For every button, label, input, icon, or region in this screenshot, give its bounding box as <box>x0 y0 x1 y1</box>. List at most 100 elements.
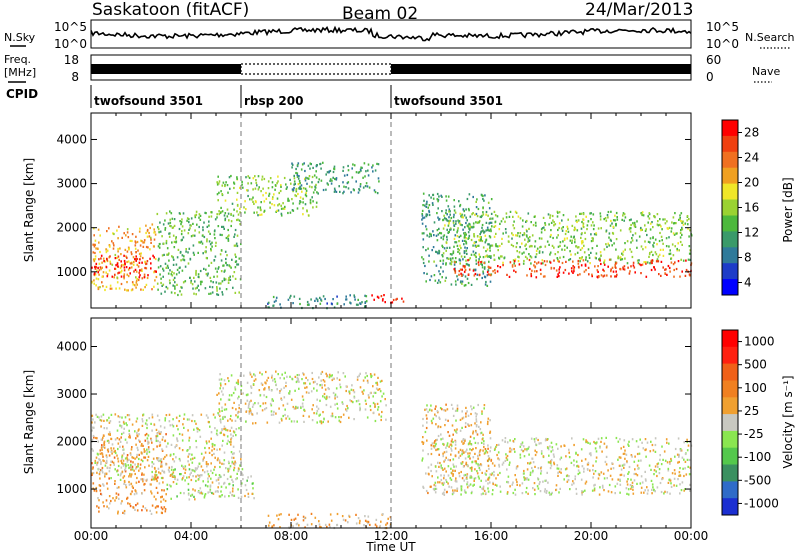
echo-cell <box>165 414 168 417</box>
echo-cell <box>619 229 622 232</box>
echo-cell <box>516 234 519 237</box>
echo-cell <box>189 224 191 227</box>
echo-cell <box>319 399 321 402</box>
echo-cell <box>644 229 647 232</box>
echo-cell <box>286 186 288 189</box>
echo-cell <box>508 215 511 218</box>
echo-cell <box>635 239 638 242</box>
echo-cell <box>377 177 380 180</box>
echo-cell <box>102 413 105 416</box>
echo-cell <box>114 482 116 485</box>
echo-cell <box>610 219 612 222</box>
echo-cell <box>116 470 118 473</box>
freq-bar-left <box>91 64 241 74</box>
power-ylabel: Slant Range [km] <box>22 158 36 262</box>
echo-cell <box>231 462 233 465</box>
echo-cell <box>101 453 104 456</box>
echo-cell <box>319 413 321 416</box>
echo-cell <box>159 432 162 435</box>
echo-cell <box>437 198 440 201</box>
echo-cell <box>96 247 99 250</box>
echo-cell <box>179 220 181 223</box>
echo-cell <box>484 241 487 244</box>
echo-cell <box>605 219 608 222</box>
echo-cell <box>188 418 191 421</box>
echo-cell <box>271 376 273 379</box>
echo-cell <box>108 416 110 419</box>
echo-cell <box>279 526 281 529</box>
echo-cell <box>353 295 356 299</box>
echo-cell <box>380 295 383 298</box>
echo-cell <box>435 439 437 442</box>
echo-cell <box>358 403 361 406</box>
echo-cell <box>677 242 679 245</box>
echo-cell <box>460 489 463 492</box>
y-tick-label: 1000 <box>56 482 87 496</box>
echo-cell <box>594 483 596 486</box>
echo-cell <box>534 221 537 224</box>
echo-cell <box>125 486 128 489</box>
echo-cell <box>247 404 250 407</box>
echo-cell <box>443 477 445 480</box>
echo-cell <box>228 219 230 222</box>
echo-cell <box>134 241 137 244</box>
echo-cell <box>178 457 181 461</box>
echo-cell <box>209 425 211 428</box>
echo-cell <box>475 221 477 224</box>
echo-cell <box>250 385 252 388</box>
echo-cell <box>493 254 495 257</box>
echo-cell <box>473 235 476 238</box>
echo-cell <box>230 174 232 178</box>
echo-cell <box>574 253 577 256</box>
echo-cell <box>202 226 204 229</box>
echo-cell <box>502 264 504 267</box>
echo-cell <box>182 281 185 284</box>
echo-cell <box>678 474 680 477</box>
echo-cell <box>118 271 120 274</box>
echo-cell <box>662 248 664 251</box>
echo-cell <box>374 403 376 406</box>
echo-cell <box>207 272 209 275</box>
echo-cell <box>197 251 199 254</box>
echo-cell <box>341 515 344 518</box>
echo-cell <box>656 213 659 216</box>
echo-cell <box>236 198 238 201</box>
echo-cell <box>600 227 602 230</box>
echo-cell <box>445 470 447 473</box>
echo-cell <box>375 525 378 528</box>
echo-cell <box>239 186 241 189</box>
echo-cell <box>157 259 160 262</box>
echo-cell <box>136 434 138 437</box>
echo-cell <box>116 276 118 279</box>
echo-cell <box>439 231 441 235</box>
echo-cell <box>640 245 643 248</box>
echo-cell <box>466 277 469 280</box>
echo-cell <box>511 264 514 267</box>
echo-cell <box>540 237 543 240</box>
echo-cell <box>231 460 234 463</box>
echo-cell <box>237 488 239 491</box>
echo-cell <box>273 410 275 413</box>
echo-cell <box>183 413 186 416</box>
echo-cell <box>489 431 491 434</box>
echo-cell <box>644 478 647 481</box>
echo-cell <box>602 486 604 489</box>
echo-cell <box>210 431 213 434</box>
echo-cell <box>130 251 133 254</box>
echo-cell <box>205 246 207 249</box>
echo-cell <box>431 202 434 205</box>
echo-cell <box>582 225 585 229</box>
echo-cell <box>621 252 623 255</box>
echo-cell <box>640 264 642 267</box>
echo-cell <box>150 262 152 265</box>
echo-cell <box>624 242 626 245</box>
echo-cell <box>581 240 584 243</box>
echo-cell <box>580 236 582 239</box>
echo-cell <box>430 444 433 447</box>
echo-cell <box>572 480 574 483</box>
echo-cell <box>611 222 613 225</box>
echo-cell <box>480 261 482 264</box>
echo-cell <box>198 475 201 479</box>
echo-cell <box>638 452 641 455</box>
echo-cell <box>428 260 430 263</box>
